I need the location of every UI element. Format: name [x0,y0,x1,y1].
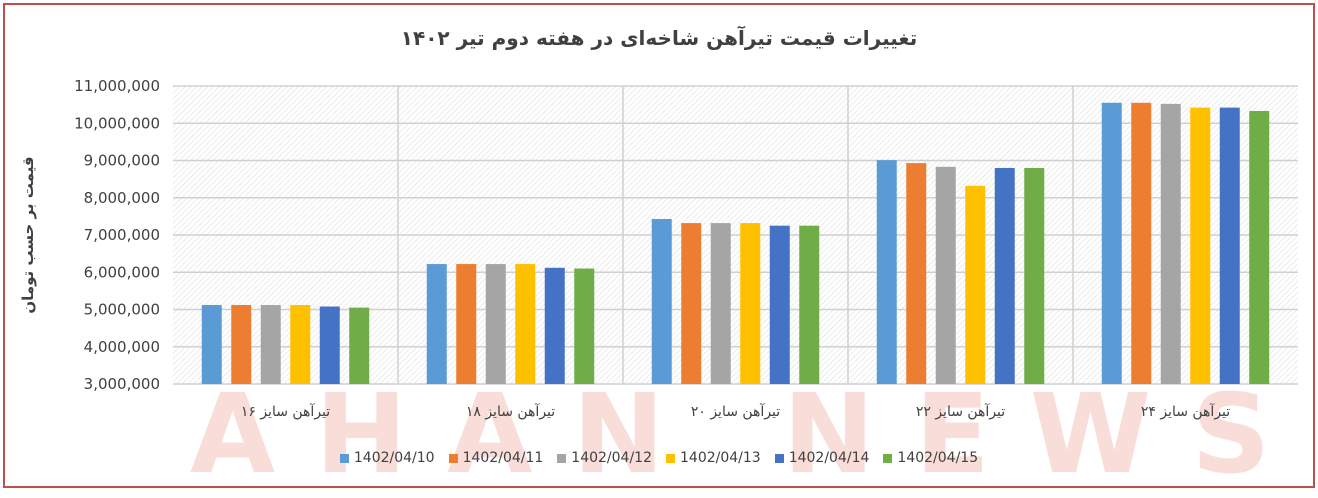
y-tick-label: 11,000,000 [74,77,160,95]
bar [876,160,897,384]
legend: 1402/04/10 1402/04/11 1402/04/12 1402/04/13… [0,450,1318,466]
bar [426,264,447,384]
y-tick-label: 5,000,000 [84,301,160,319]
bar [1160,103,1181,384]
bar [290,305,311,384]
bar [740,223,761,384]
y-tick-label: 3,000,000 [84,375,160,393]
x-category-label: تیرآهن سایز ۱۶ [241,403,330,420]
bar [231,305,252,384]
x-category-label: تیرآهن سایز ۱۸ [466,403,555,420]
y-tick-label: 9,000,000 [84,152,160,170]
bar [710,223,731,384]
y-axis-label: قیمت بر حسب تومان [19,156,37,314]
legend-swatch [448,453,458,463]
legend-label: 1402/04/13 [680,450,761,466]
legend-swatch [339,453,349,463]
legend-label: 1402/04/12 [571,450,652,466]
legend-item: 1402/04/14 [774,450,870,466]
bar [260,305,281,384]
legend-item: 1402/04/12 [557,450,652,466]
bar [515,264,536,384]
legend-swatch [774,453,784,463]
bar [1101,102,1122,384]
bar [1024,167,1045,384]
bar [906,163,927,384]
legend-swatch [666,453,675,463]
bar [319,306,340,384]
bar [799,225,820,384]
bar [485,264,506,384]
bar [935,166,956,384]
bar [1219,107,1240,384]
bar [456,264,477,384]
bar [1249,110,1270,385]
legend-label: 1402/04/11 [462,450,544,466]
bar [201,305,222,384]
y-tick-label: 4,000,000 [84,338,160,356]
y-tick-label: 10,000,000 [74,114,160,132]
y-tick-label: 6,000,000 [84,263,160,281]
y-tick-label: 7,000,000 [84,226,160,244]
bar [1131,102,1152,384]
legend-label: 1402/04/15 [897,450,979,466]
x-category-label: تیرآهن سایز ۲۰ [691,403,780,420]
bar [544,267,565,384]
bar [994,167,1015,384]
legend-swatch [557,453,567,463]
legend-swatch [883,453,893,463]
x-category-label: تیرآهن سایز ۲۴ [1141,403,1230,420]
watermark: AHAN NEWS [190,370,1311,498]
x-category-label: تیرآهن سایز ۲۲ [916,403,1005,420]
legend-item: 1402/04/13 [666,450,761,466]
legend-label: 1402/04/14 [788,450,870,466]
legend-item: 1402/04/10 [339,450,435,466]
legend-label: 1402/04/10 [353,450,435,466]
chart-title: تغییرات قیمت تیرآهن شاخه‌ای در هفته دوم … [400,26,918,50]
legend-item: 1402/04/15 [883,450,978,466]
bar [574,268,595,384]
y-tick-label: 8,000,000 [84,189,160,207]
bar [1190,107,1211,384]
bar [965,185,986,384]
bar [769,225,790,384]
bar [681,223,702,384]
bar [349,307,370,384]
bar [651,218,672,384]
legend-item: 1402/04/11 [448,450,544,466]
